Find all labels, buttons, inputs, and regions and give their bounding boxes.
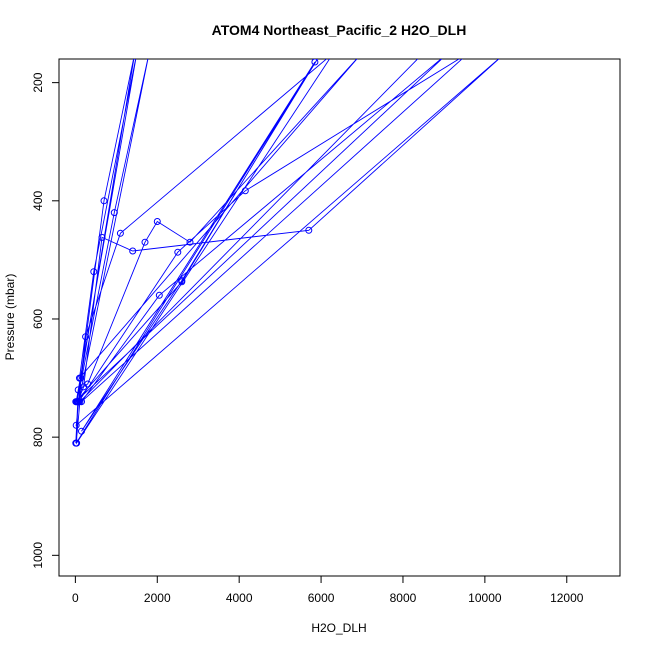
data-point (78, 427, 85, 435)
data-point (155, 291, 163, 299)
data-point (72, 421, 80, 429)
data-point (305, 226, 313, 234)
data-point (77, 374, 85, 382)
y-tick-label: 400 (31, 190, 45, 210)
data-point (72, 439, 80, 447)
y-axis-label: Pressure (mbar) (3, 274, 17, 361)
series-line (75, 59, 500, 445)
data-point (241, 187, 249, 195)
data-point (90, 268, 98, 276)
y-axis: 200 400 600 800 1000 (31, 72, 60, 569)
data-point (153, 218, 161, 225)
data-point (311, 59, 319, 66)
data-point (110, 209, 118, 217)
data-point (178, 277, 186, 285)
x-tick-label: 2000 (144, 591, 171, 605)
y-tick-label: 200 (31, 72, 45, 92)
chart-title: ATOM4 Northeast_Pacific_2 H2O_DLH (212, 22, 467, 38)
y-tick-label: 800 (31, 427, 45, 447)
data-point (186, 238, 194, 246)
data-point (116, 229, 124, 237)
y-tick-label: 600 (31, 309, 45, 329)
x-tick-label: 10000 (468, 591, 502, 605)
data-point (74, 386, 82, 394)
data-point (100, 197, 108, 205)
data-point (82, 333, 90, 341)
data-point (84, 380, 92, 388)
y-tick-label: 1000 (31, 542, 45, 569)
x-tick-label: 0 (72, 591, 79, 605)
data-point (174, 248, 182, 256)
data-point (129, 247, 137, 255)
x-tick-label: 12000 (550, 591, 584, 605)
data-point (141, 238, 149, 246)
data-point (76, 398, 84, 406)
data-point (98, 233, 106, 241)
data-point (72, 398, 80, 406)
x-axis-label: H2O_DLH (311, 621, 366, 635)
series-layer (72, 59, 500, 447)
x-tick-label: 6000 (308, 591, 335, 605)
x-axis: 0 2000 4000 6000 8000 10000 12000 (72, 575, 584, 605)
x-tick-label: 8000 (390, 591, 417, 605)
x-tick-label: 4000 (226, 591, 253, 605)
